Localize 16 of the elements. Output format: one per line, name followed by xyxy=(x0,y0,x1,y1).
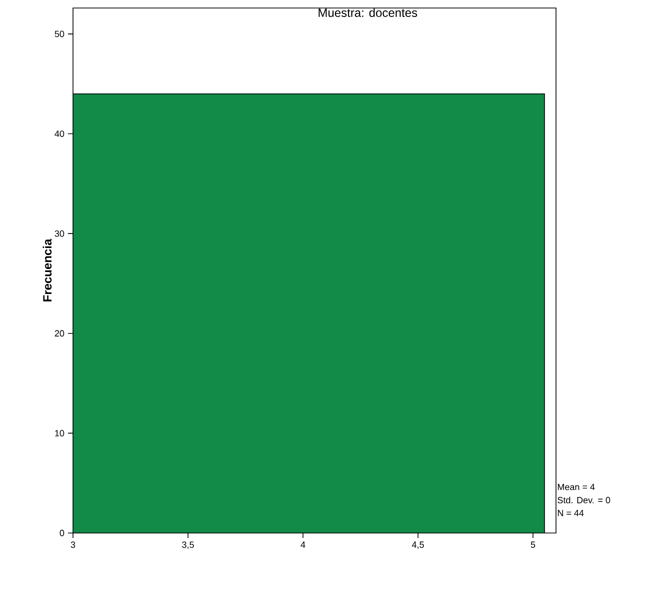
y-axis-title: Frecuencia xyxy=(42,238,52,302)
x-tick-label: 4,5 xyxy=(412,542,424,549)
x-tick-label: 4 xyxy=(300,542,306,548)
y-tick-label: 30 xyxy=(54,230,64,237)
y-tick-label: 40 xyxy=(54,130,64,137)
y-tick-label: 50 xyxy=(54,30,64,38)
y-tick-label: 10 xyxy=(55,430,64,436)
text: N = 44 xyxy=(558,510,584,516)
x-tick-label: 5 xyxy=(530,542,536,548)
chart-title: Muestra: docentes xyxy=(318,8,418,17)
text: Std. Dev. = 0 xyxy=(558,496,610,504)
x-tick-label: 3 xyxy=(70,542,76,548)
y-tick-label: 0 xyxy=(60,530,64,536)
text: Mean = 4 xyxy=(558,484,595,490)
y-tick-label: 20 xyxy=(54,330,64,337)
x-tick-label: 3,5 xyxy=(182,542,194,549)
